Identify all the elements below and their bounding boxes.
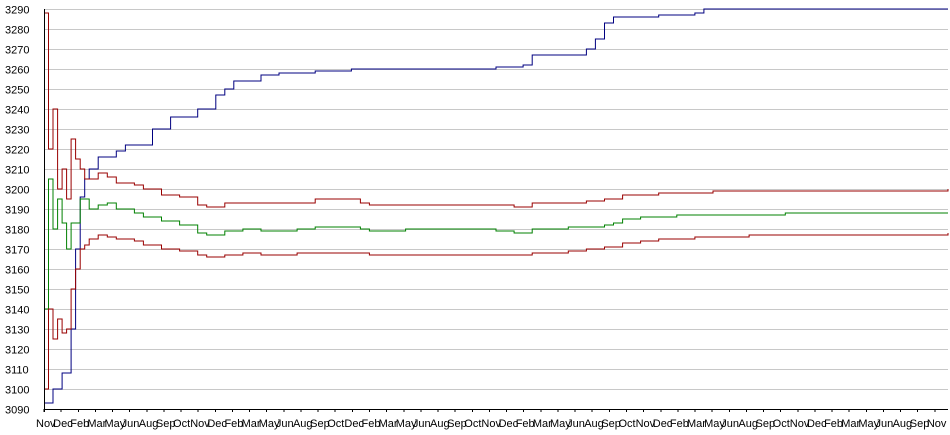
y-tick-label: 3230 <box>5 125 29 137</box>
x-tick-label: Dec <box>207 418 227 430</box>
x-tick-label: Nov <box>481 418 501 430</box>
x-tick-label: Oct <box>773 418 790 430</box>
x-tick-label: Oct <box>327 418 344 430</box>
x-tick-label: Jun <box>276 418 294 430</box>
x-tick-label: Aug <box>139 418 159 430</box>
series-lines <box>44 8 949 404</box>
x-tick-label: Dec <box>807 418 827 430</box>
y-tick-label: 3190 <box>5 205 29 217</box>
x-tick-label: Aug <box>738 418 758 430</box>
y-tick-label: 3290 <box>5 5 29 17</box>
x-tick-label: Oct <box>173 418 190 430</box>
x-tick-label: Sep <box>910 418 930 430</box>
y-tick-label: 3250 <box>5 85 29 97</box>
y-tick-label: 3120 <box>5 345 29 357</box>
x-tick-label: Dec <box>53 418 73 430</box>
x-tick-label: Aug <box>293 418 313 430</box>
x-tick-label: Sep <box>310 418 330 430</box>
y-tick-label: 3270 <box>5 45 29 57</box>
y-tick-label: 3110 <box>5 365 29 377</box>
x-tick-label: Feb <box>70 418 89 430</box>
x-tick-label: Dec <box>344 418 364 430</box>
x-tick-label: Jun <box>413 418 431 430</box>
y-tick-label: 3100 <box>5 385 29 397</box>
x-tick-label: Feb <box>824 418 843 430</box>
x-tick-label: Feb <box>516 418 535 430</box>
x-tick-label: Sep <box>447 418 467 430</box>
x-tick-label: Nov <box>927 418 947 430</box>
x-tick-label: Oct <box>618 418 635 430</box>
x-tick-label: Mar <box>533 418 552 430</box>
x-tick-label: Sep <box>601 418 621 430</box>
x-tick-label: Jun <box>567 418 585 430</box>
x-tick-label: Jun <box>721 418 739 430</box>
y-tick-label: 3280 <box>5 25 29 37</box>
y-tick-label: 3200 <box>5 185 29 197</box>
y-tick-label: 3180 <box>5 225 29 237</box>
y-tick-label: 3240 <box>5 105 29 117</box>
series-line-3 <box>44 12 949 208</box>
x-tick-label: May <box>105 418 126 430</box>
x-tick-label: Dec <box>653 418 673 430</box>
x-tick-label: Sep <box>156 418 176 430</box>
x-tick-label: Mar <box>379 418 398 430</box>
y-tick-label: 3090 <box>5 405 29 417</box>
x-tick-label: May <box>550 418 571 430</box>
series-line-2 <box>44 178 948 310</box>
x-tick-label: May <box>704 418 725 430</box>
x-tick-label: May <box>858 418 879 430</box>
x-tick-label: Feb <box>224 418 243 430</box>
x-tick-label: Mar <box>87 418 106 430</box>
x-tick-label: Aug <box>430 418 450 430</box>
x-tick-label: Mar <box>687 418 706 430</box>
series-line-4 <box>44 233 949 390</box>
x-tick-label: Aug <box>584 418 604 430</box>
x-tick-label: Nov <box>190 418 210 430</box>
y-tick-label: 3150 <box>5 285 29 297</box>
y-tick-labels: 3090 3100 3110 3120 3130 3140 3150 3160 3170 3180… <box>5 5 29 417</box>
x-tick-label: Aug <box>893 418 913 430</box>
x-tick-label: Mar <box>242 418 261 430</box>
x-tick-label: Nov <box>636 418 656 430</box>
x-tick-label: Nov <box>36 418 56 430</box>
y-tick-label: 3170 <box>5 245 29 257</box>
x-tick-label: May <box>396 418 417 430</box>
x-tick-label: Mar <box>841 418 860 430</box>
y-tick-label: 3130 <box>5 325 29 337</box>
x-tick-label: Oct <box>464 418 481 430</box>
x-tick-label: Feb <box>362 418 381 430</box>
x-tick-label: Sep <box>756 418 776 430</box>
y-tick-label: 3140 <box>5 305 29 317</box>
x-tick-label: Dec <box>499 418 519 430</box>
y-tick-label: 3210 <box>5 165 29 177</box>
x-tick-label: Jun <box>875 418 893 430</box>
series-line-1 <box>44 8 948 404</box>
x-tick-label: May <box>259 418 280 430</box>
x-tick-label: Jun <box>122 418 140 430</box>
y-tick-label: 3160 <box>5 265 29 277</box>
x-tick-label: Feb <box>670 418 689 430</box>
x-tick-label: Nov <box>790 418 810 430</box>
y-tick-label: 3260 <box>5 65 29 77</box>
y-tick-label: 3220 <box>5 145 29 157</box>
